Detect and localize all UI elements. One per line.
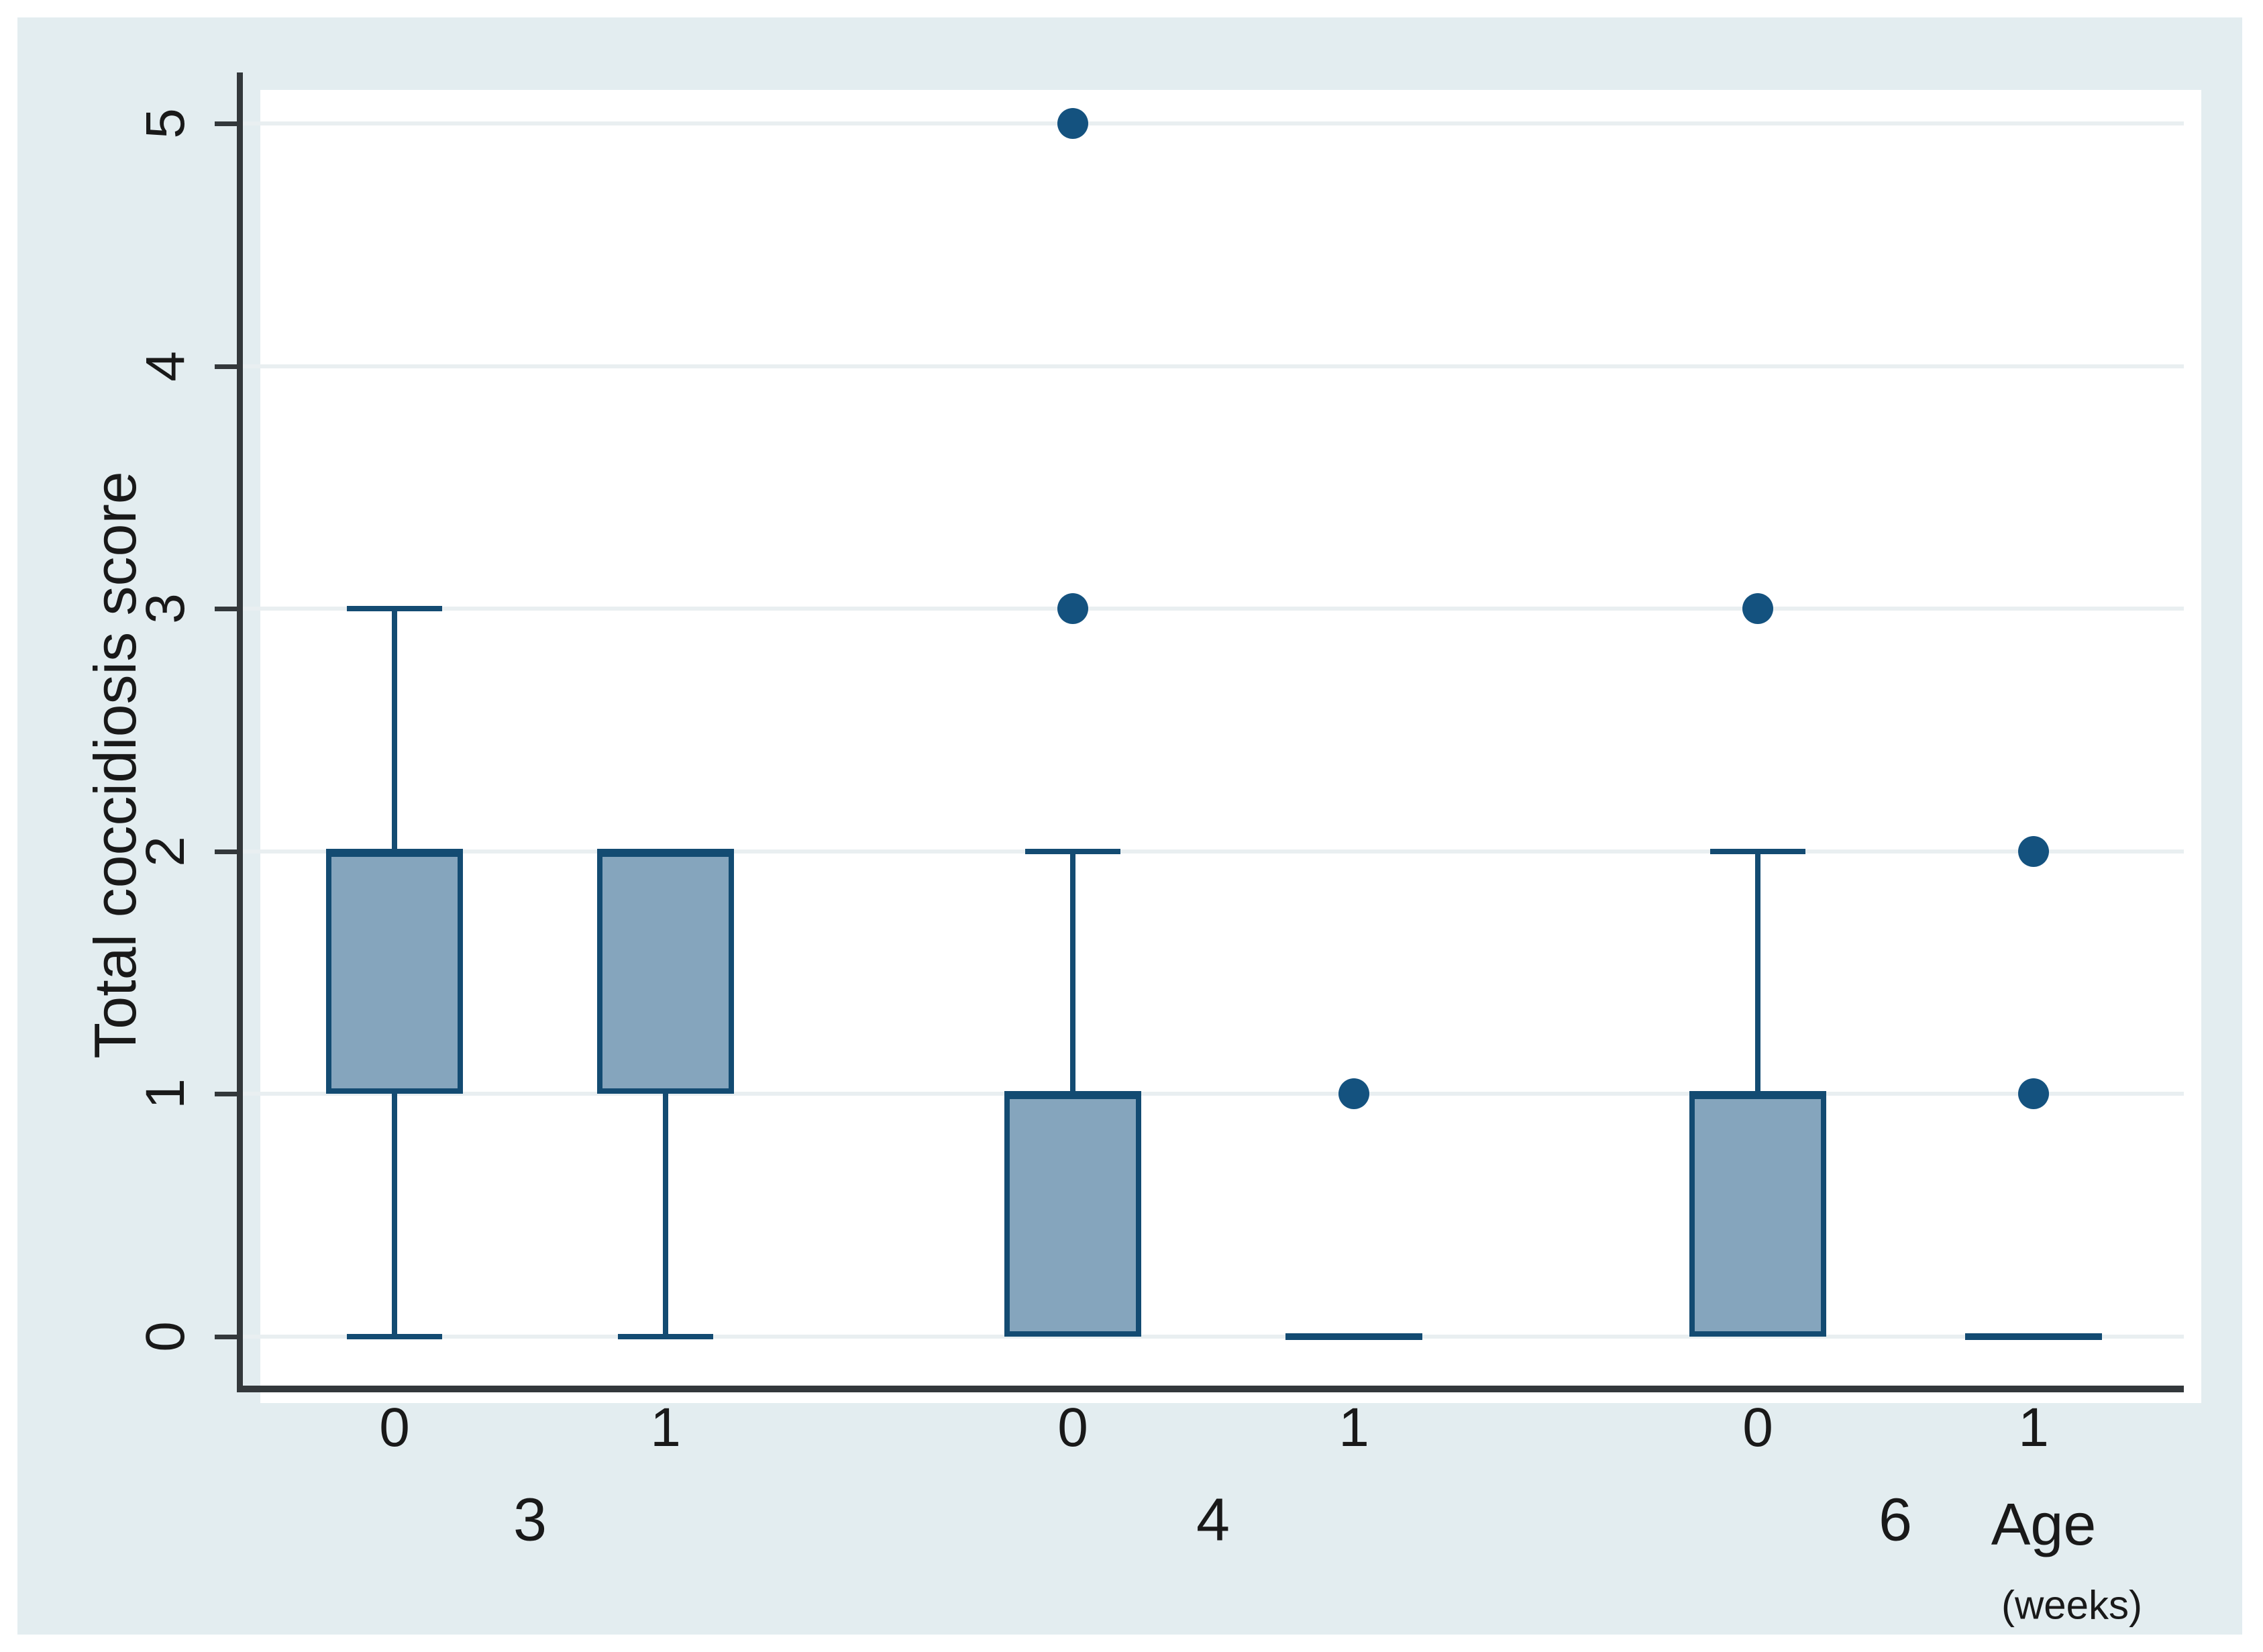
- upper-whisker: [392, 609, 397, 851]
- plot-area: [260, 90, 2201, 1403]
- x-tick-label: 1: [2018, 1397, 2049, 1458]
- y-gridline: [243, 849, 2184, 854]
- age-group-label: 4: [1196, 1486, 1230, 1554]
- box-plot-box: [326, 851, 463, 1094]
- upper-whisker-cap: [1025, 848, 1120, 854]
- y-tick-mark: [215, 607, 243, 612]
- median-line: [1285, 1333, 1422, 1340]
- outlier-dot: [2018, 835, 2049, 867]
- outlier-dot: [1338, 1078, 1369, 1110]
- y-gridline: [243, 1092, 2184, 1096]
- y-tick-label: 5: [135, 108, 196, 139]
- age-group-label: 6: [1878, 1486, 1913, 1554]
- x-tick-label: 0: [1057, 1397, 1088, 1458]
- median-line: [1689, 1091, 1826, 1098]
- median-line: [1004, 1091, 1141, 1098]
- y-gridline: [243, 364, 2184, 368]
- outlier-dot: [1057, 108, 1088, 139]
- x-axis-title-sub: (weeks): [2001, 1582, 2143, 1628]
- outlier-dot: [2018, 1078, 2049, 1110]
- y-tick-mark: [215, 1092, 243, 1097]
- median-line: [1965, 1333, 2102, 1340]
- median-line: [597, 848, 734, 855]
- x-tick-label: 0: [379, 1397, 410, 1458]
- y-gridline: [243, 121, 2184, 125]
- lower-whisker-cap: [618, 1334, 713, 1339]
- y-tick-label: 4: [135, 350, 196, 382]
- chart-canvas: [17, 17, 2242, 1635]
- median-line: [326, 848, 463, 855]
- box-plot-box: [1004, 1094, 1141, 1337]
- box-plot-box: [597, 851, 734, 1094]
- x-axis-title: Age: [1991, 1491, 2097, 1557]
- upper-whisker: [1070, 851, 1075, 1094]
- upper-whisker-cap: [1710, 848, 1805, 854]
- outlier-dot: [1742, 593, 1773, 625]
- y-tick-label: 1: [135, 1078, 196, 1110]
- x-tick-label: 0: [1742, 1397, 1773, 1458]
- y-axis-line: [237, 72, 243, 1392]
- y-tick-mark: [215, 121, 243, 126]
- lower-whisker: [663, 1094, 668, 1337]
- x-axis-line: [237, 1386, 2184, 1392]
- box-plot-box: [1689, 1094, 1826, 1337]
- age-group-label: 3: [513, 1486, 547, 1554]
- x-tick-label: 1: [1338, 1397, 1369, 1458]
- y-gridline: [243, 1335, 2184, 1339]
- y-gridline: [243, 607, 2184, 611]
- lower-whisker: [392, 1094, 397, 1337]
- outlier-dot: [1057, 593, 1088, 625]
- y-tick-mark: [215, 849, 243, 854]
- y-tick-mark: [215, 1335, 243, 1339]
- upper-whisker: [1755, 851, 1760, 1094]
- y-tick-label: 0: [135, 1321, 196, 1352]
- x-tick-label: 1: [650, 1397, 681, 1458]
- lower-whisker-cap: [347, 1334, 442, 1339]
- y-tick-mark: [215, 364, 243, 369]
- y-axis-title: Total coccidiosis score: [82, 471, 148, 1059]
- upper-whisker-cap: [347, 606, 442, 612]
